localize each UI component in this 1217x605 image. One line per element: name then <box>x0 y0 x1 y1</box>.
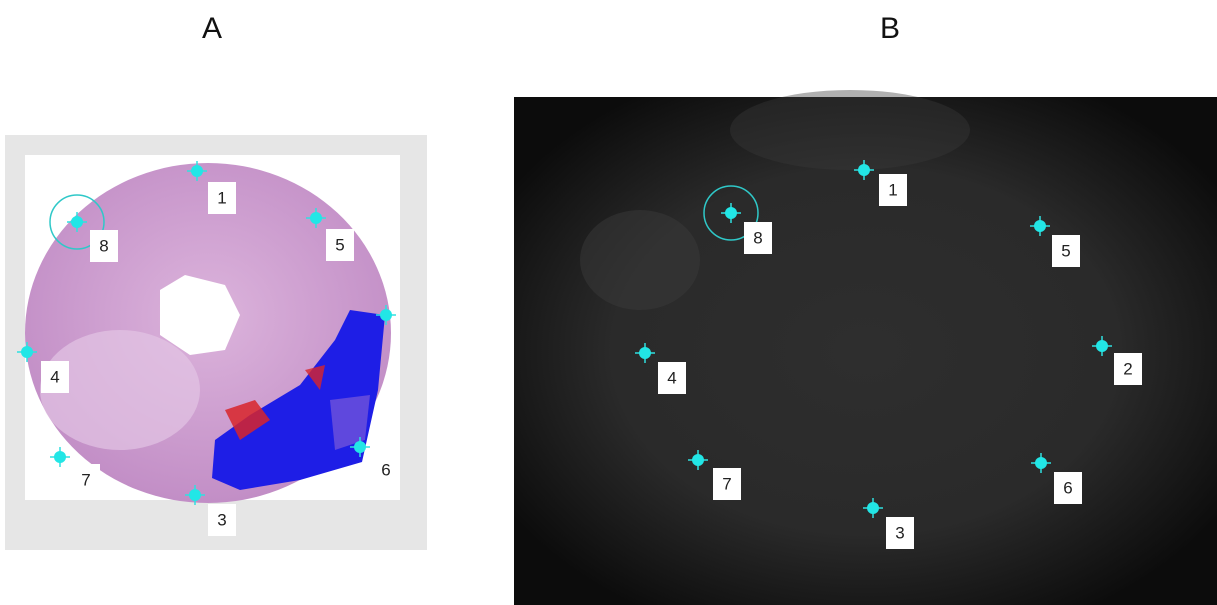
landmark-point <box>858 164 870 176</box>
figure: A B 1 8 5 4 7 3 6 1 8 5 4 2 7 6 3 <box>0 0 1217 605</box>
landmark-point <box>639 347 651 359</box>
landmark-label: 6 <box>1063 478 1072 497</box>
landmark-point <box>191 165 203 177</box>
landmark-point <box>54 451 66 463</box>
landmark-label: 4 <box>667 368 676 387</box>
landmark-label: 6 <box>381 460 390 479</box>
landmark-label: 8 <box>99 236 108 255</box>
landmark-point <box>21 346 33 358</box>
landmark-point <box>71 216 83 228</box>
landmark-label: 3 <box>217 510 226 529</box>
landmark-point <box>867 502 879 514</box>
landmark-point <box>692 454 704 466</box>
landmark-point <box>1035 457 1047 469</box>
landmark-point <box>380 309 392 321</box>
landmark-point <box>354 441 366 453</box>
landmark-point <box>189 489 201 501</box>
landmark-point <box>1096 340 1108 352</box>
landmark-label: 8 <box>753 228 762 247</box>
landmark-label: 4 <box>50 367 59 386</box>
landmark-label: 1 <box>217 188 226 207</box>
panel-title: B <box>880 12 900 45</box>
landmark-point <box>310 212 322 224</box>
landmark-label: 5 <box>1061 241 1070 260</box>
landmark-label: 7 <box>722 474 731 493</box>
landmark-point <box>725 207 737 219</box>
landmark-point <box>1034 220 1046 232</box>
landmark-label: 2 <box>1123 359 1132 378</box>
landmark-label: 7 <box>81 470 90 489</box>
panel-title: A <box>202 12 222 45</box>
landmark-label: 1 <box>888 180 897 199</box>
landmark-label: 5 <box>335 235 344 254</box>
landmark-label: 3 <box>895 523 904 542</box>
